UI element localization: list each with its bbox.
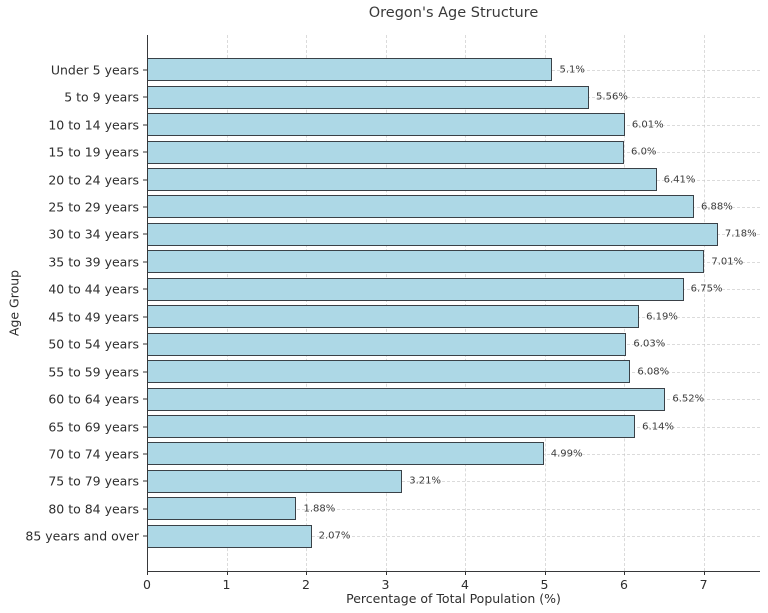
bar: [147, 332, 627, 356]
bar-value-label: 5.56%: [596, 91, 628, 103]
bar: [147, 469, 403, 493]
y-tick-label: 40 to 44 years: [48, 281, 139, 297]
bar: [147, 277, 684, 301]
y-tick-label: 20 to 24 years: [48, 172, 139, 187]
y-tick-mark: [143, 261, 147, 263]
chart-title: Oregon's Age Structure: [368, 5, 539, 21]
bar: [147, 58, 553, 82]
bar: [147, 168, 657, 191]
bar: [147, 195, 694, 219]
bar: [147, 85, 590, 109]
bar-value-label: 6.08%: [637, 366, 670, 378]
bar: [147, 250, 705, 274]
y-tick-mark: [143, 508, 147, 510]
bar: [147, 497, 297, 521]
y-tick-mark: [143, 151, 147, 153]
bar-value-label: 6.14%: [642, 421, 674, 432]
bar-value-label: 3.21%: [409, 475, 441, 487]
y-axis-title: Age Group: [6, 269, 22, 337]
x-tick-mark: [703, 571, 705, 575]
y-tick-label: 25 to 29 years: [48, 199, 139, 215]
bar-value-label: 6.88%: [701, 201, 733, 213]
x-tick-label: 4: [461, 577, 469, 592]
bar: [147, 113, 625, 137]
y-tick-mark: [143, 124, 147, 126]
y-tick-mark: [143, 206, 147, 208]
x-tick-mark: [385, 571, 387, 575]
bar: [147, 360, 631, 384]
bar-value-label: 2.07%: [318, 530, 351, 542]
x-tick-label: 1: [222, 577, 231, 592]
x-tick-label: 2: [302, 577, 310, 592]
bar-value-label: 5.1%: [559, 64, 585, 76]
y-tick-label: 35 to 39 years: [48, 254, 139, 270]
y-tick-label: 45 to 49 years: [48, 309, 139, 325]
x-tick-label: 7: [699, 577, 708, 592]
y-tick-mark: [143, 343, 147, 345]
y-tick-mark: [143, 453, 147, 455]
bar-value-label: 7.01%: [711, 256, 744, 268]
x-tick-mark: [147, 571, 148, 575]
x-tick-mark: [624, 571, 626, 575]
x-tick-mark: [306, 571, 307, 575]
y-axis-spine: [147, 35, 148, 571]
x-axis-spine: [147, 571, 760, 572]
bar-value-label: 6.19%: [646, 311, 678, 323]
y-tick-mark: [143, 96, 147, 98]
bar-value-label: 6.0%: [631, 146, 657, 158]
x-tick-label: 0: [143, 577, 151, 592]
x-tick-mark: [544, 571, 546, 575]
plot-area: 5.1% 5.56% 6.01% 6.0% 6.41% 6.88% 7.18% 7.01% 6.…: [147, 35, 760, 571]
bar: [147, 387, 666, 411]
bar-value-label: 1.88%: [303, 503, 336, 515]
y-tick-label: 75 to 79 years: [48, 473, 139, 489]
bar: [147, 524, 312, 548]
bar-value-label: 4.99%: [550, 448, 583, 460]
y-tick-mark: [143, 233, 147, 235]
bar-value-label: 6.75%: [690, 283, 723, 295]
y-tick-label: 10 to 14 years: [48, 117, 139, 133]
y-tick-mark: [143, 288, 147, 290]
y-tick-label: 30 to 34 years: [48, 226, 139, 242]
bar-value-label: 6.52%: [672, 393, 705, 405]
y-tick-mark: [143, 371, 147, 373]
bar-labels-layer: 5.1% 5.56% 6.01% 6.0% 6.41% 6.88% 7.18% 7.01% 6.…: [147, 35, 760, 571]
y-tick-label: 60 to 64 years: [48, 391, 139, 407]
x-tick-mark: [226, 571, 228, 575]
y-tick-label: 15 to 19 years: [48, 144, 139, 160]
y-tick-label: 80 to 84 years: [48, 501, 139, 517]
bar-value-label: 7.18%: [724, 228, 757, 240]
y-tick-mark: [143, 69, 147, 71]
y-tick-label: 50 to 54 years: [48, 336, 139, 352]
y-tick-label: 55 to 59 years: [48, 364, 139, 380]
y-tick-mark: [143, 398, 147, 400]
y-tick-label: 85 years and over: [25, 528, 139, 544]
bar-value-label: 6.41%: [663, 174, 696, 185]
bar-value-label: 6.01%: [631, 119, 664, 131]
y-tick-label: 70 to 74 years: [48, 446, 139, 462]
x-tick-mark: [465, 571, 467, 575]
y-tick-mark: [143, 535, 147, 537]
bar: [147, 305, 640, 329]
y-tick-mark: [143, 179, 147, 180]
bar: [147, 415, 636, 438]
y-tick-label: 5 to 9 years: [64, 89, 139, 105]
bar: [147, 140, 625, 164]
y-tick-mark: [143, 480, 147, 482]
x-tick-label: 6: [620, 577, 629, 592]
bar: [147, 442, 544, 466]
x-tick-label: 5: [540, 577, 549, 592]
bar-value-label: 6.03%: [633, 338, 666, 350]
y-tick-label: 65 to 69 years: [48, 419, 139, 434]
x-tick-label: 3: [381, 577, 390, 592]
y-tick-label: Under 5 years: [50, 62, 139, 78]
x-axis-title: Percentage of Total Population (%): [346, 591, 561, 606]
y-tick-mark: [143, 426, 147, 427]
bar: [147, 222, 718, 246]
y-tick-mark: [143, 316, 147, 318]
